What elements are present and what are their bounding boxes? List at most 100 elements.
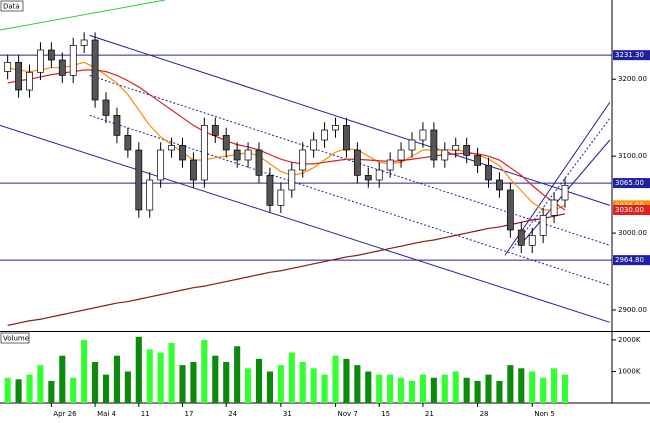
x-tick-label: 31 <box>283 410 292 418</box>
volume-bar <box>365 371 372 403</box>
candle-body <box>113 115 121 136</box>
volume-bar <box>15 379 22 403</box>
candle-body <box>157 149 165 181</box>
candle-body <box>463 145 471 156</box>
candle-body <box>386 159 394 171</box>
candle-body <box>375 169 383 181</box>
candle-body <box>244 149 252 161</box>
candle-body <box>15 61 22 91</box>
volume-bar <box>81 339 88 403</box>
volume-bar <box>146 349 153 403</box>
volume-bar <box>179 365 186 403</box>
candle-body <box>441 149 449 161</box>
volume-bar <box>507 365 514 403</box>
x-tick-label: Apr 26 <box>53 410 77 418</box>
panel-title: Volume <box>3 335 29 343</box>
price-label: 3231.30 <box>615 51 644 59</box>
volume-bar <box>92 362 99 403</box>
volume-bar <box>376 374 383 403</box>
candle-body <box>288 169 296 191</box>
x-tick-label: Nov 7 <box>338 410 358 418</box>
volume-bar <box>551 368 558 403</box>
volume-bar <box>408 380 416 403</box>
trend-line <box>512 118 611 249</box>
volume-bar <box>277 365 284 403</box>
volume-bar <box>452 371 459 403</box>
volume-bar <box>48 380 55 403</box>
candle-body <box>343 125 350 151</box>
price-label-box <box>613 255 650 266</box>
volume-bar <box>266 371 273 403</box>
volume-bar <box>398 377 405 403</box>
volume-bar <box>190 362 197 403</box>
candle-body <box>233 149 241 161</box>
volume-bar <box>354 365 361 403</box>
candle-body <box>69 45 77 76</box>
volume-bar <box>540 377 547 403</box>
volume-bar <box>310 368 317 403</box>
candle-body <box>168 145 175 151</box>
candle-body <box>255 149 263 176</box>
candle-body <box>539 215 547 236</box>
candle-body <box>146 179 154 211</box>
candle-body <box>506 189 514 231</box>
candle-body <box>179 145 186 161</box>
volume-bar <box>168 343 175 403</box>
candle-body <box>496 179 503 191</box>
candle-body <box>211 125 219 136</box>
y-tick-label: 3000.00 <box>618 229 647 237</box>
x-tick-label: 24 <box>228 410 237 418</box>
chart-title: Data <box>3 3 20 11</box>
candle-body <box>277 189 285 206</box>
volume-bar <box>332 355 339 403</box>
volume-bar <box>124 371 131 403</box>
candle-body <box>550 199 558 216</box>
trend-line <box>0 124 610 323</box>
x-tick-label: Mai 4 <box>97 410 116 418</box>
volume-bar <box>201 339 208 403</box>
volume-bar <box>343 358 350 403</box>
candle-body <box>353 149 361 176</box>
volume-bar <box>561 374 569 403</box>
y-tick-label: 2000K <box>618 336 641 344</box>
candle-body <box>266 175 274 206</box>
x-tick-label: 21 <box>425 410 434 418</box>
ma-label: 3030.00 <box>615 206 644 214</box>
candle-body <box>397 149 405 161</box>
candle-body <box>474 155 481 166</box>
volume-bar <box>70 377 77 403</box>
candle-body <box>37 49 44 73</box>
trend-line <box>0 0 166 31</box>
trend-line <box>89 74 610 246</box>
candle-body <box>430 129 438 161</box>
title-box <box>0 332 30 344</box>
volume-bar <box>135 336 142 403</box>
candle-body <box>364 175 372 181</box>
candle-body <box>517 229 525 246</box>
candle-body <box>408 139 416 151</box>
candle-body <box>80 39 88 46</box>
y-tick-label: 2900.00 <box>618 306 647 314</box>
candle-body <box>200 125 208 181</box>
candle-body <box>222 135 230 151</box>
x-tick-label: 28 <box>480 410 489 418</box>
candle-body <box>135 149 143 211</box>
volume-bar <box>37 365 44 403</box>
volume-bar <box>234 346 241 403</box>
volume-bar <box>102 374 110 403</box>
candle-body <box>310 139 318 151</box>
candle-body <box>485 165 492 181</box>
volume-bar <box>387 374 394 403</box>
candle-body <box>102 99 110 116</box>
volume-bar <box>321 374 328 403</box>
candle-body <box>124 135 132 151</box>
volume-bar <box>212 355 219 403</box>
volume-bar <box>299 362 306 403</box>
moving-average <box>7 213 566 326</box>
volume-bar <box>113 355 120 403</box>
volume-bar <box>419 374 426 403</box>
volume-bar <box>288 352 295 403</box>
candle-body <box>58 59 66 76</box>
